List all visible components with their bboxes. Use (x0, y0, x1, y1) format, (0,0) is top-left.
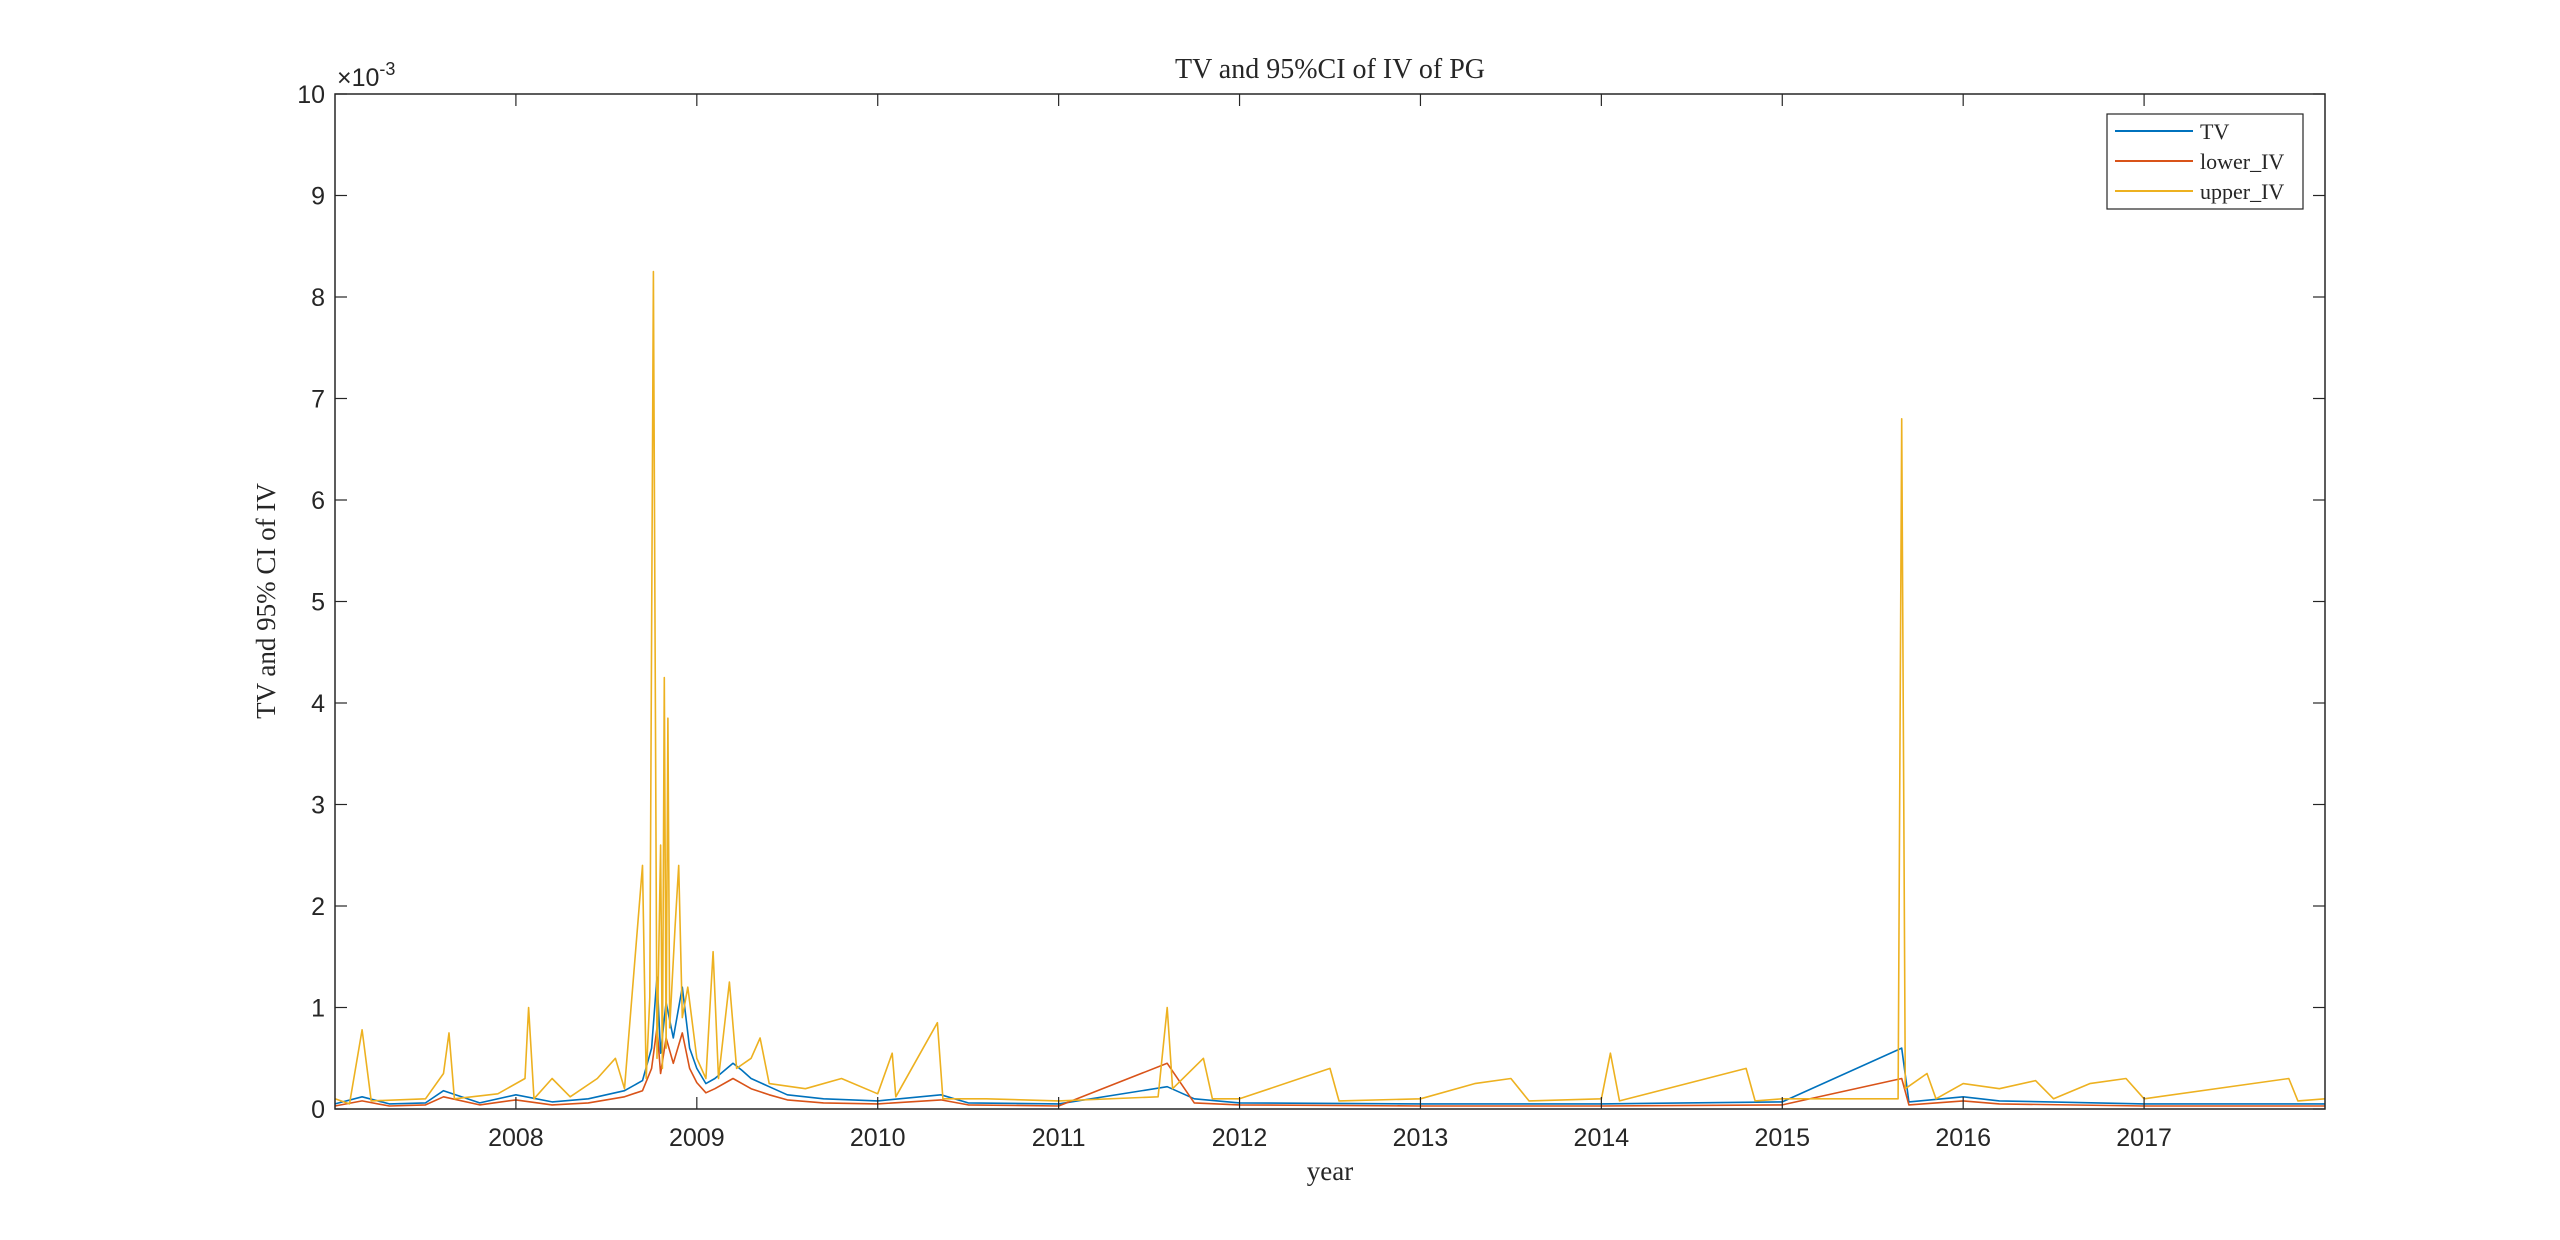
legend-label-upper-iv: upper_IV (2200, 179, 2284, 204)
y-tick-label: 2 (311, 893, 325, 921)
y-tick-label: 4 (311, 690, 325, 718)
y-tick-label: 0 (311, 1096, 325, 1124)
y-tick-label: 7 (311, 386, 325, 414)
y-tick-label: 9 (311, 183, 325, 211)
x-tick-label: 2009 (669, 1124, 725, 1152)
x-tick-label: 2011 (1032, 1124, 1086, 1152)
x-tick-label: 2015 (1754, 1124, 1810, 1152)
series-line-upper-iv (334, 270, 2326, 1105)
y-exponent-power: -3 (379, 59, 395, 79)
x-tick-label: 2014 (1574, 1124, 1630, 1152)
x-tick-label: 2012 (1212, 1124, 1268, 1152)
x-tick-label: 2016 (1935, 1124, 1991, 1152)
y-tick-label: 6 (311, 487, 325, 515)
legend-label-lower-iv: lower_IV (2200, 149, 2284, 174)
y-tick-label: 10 (297, 81, 325, 109)
y-tick-label: 8 (311, 284, 325, 312)
x-axis-label: year (1307, 1156, 1353, 1186)
x-tick-label: 2008 (488, 1124, 544, 1152)
legend: TV lower_IV upper_IV (2106, 113, 2304, 210)
x-tick-label: 2013 (1393, 1124, 1449, 1152)
x-tick-label: 2017 (2116, 1124, 2172, 1152)
plot-area (335, 94, 2325, 1109)
chart-title: TV and 95%CI of IV of PG (1175, 54, 1485, 85)
y-tick-label: 1 (311, 995, 325, 1023)
y-tick-label: 3 (311, 792, 325, 820)
y-axis-label: TV and 95% CI of IV (251, 483, 281, 719)
x-tick-label: 2010 (850, 1124, 906, 1152)
y-exponent-label: ×10-3 (337, 59, 395, 92)
y-exponent-base: ×10 (337, 64, 379, 92)
legend-label-tv: TV (2200, 119, 2229, 144)
tick-layer: 2008 2009 2010 2011 2012 2013 2014 2015 2016 2017… (297, 81, 2325, 1152)
y-tick-label: 5 (311, 589, 325, 617)
